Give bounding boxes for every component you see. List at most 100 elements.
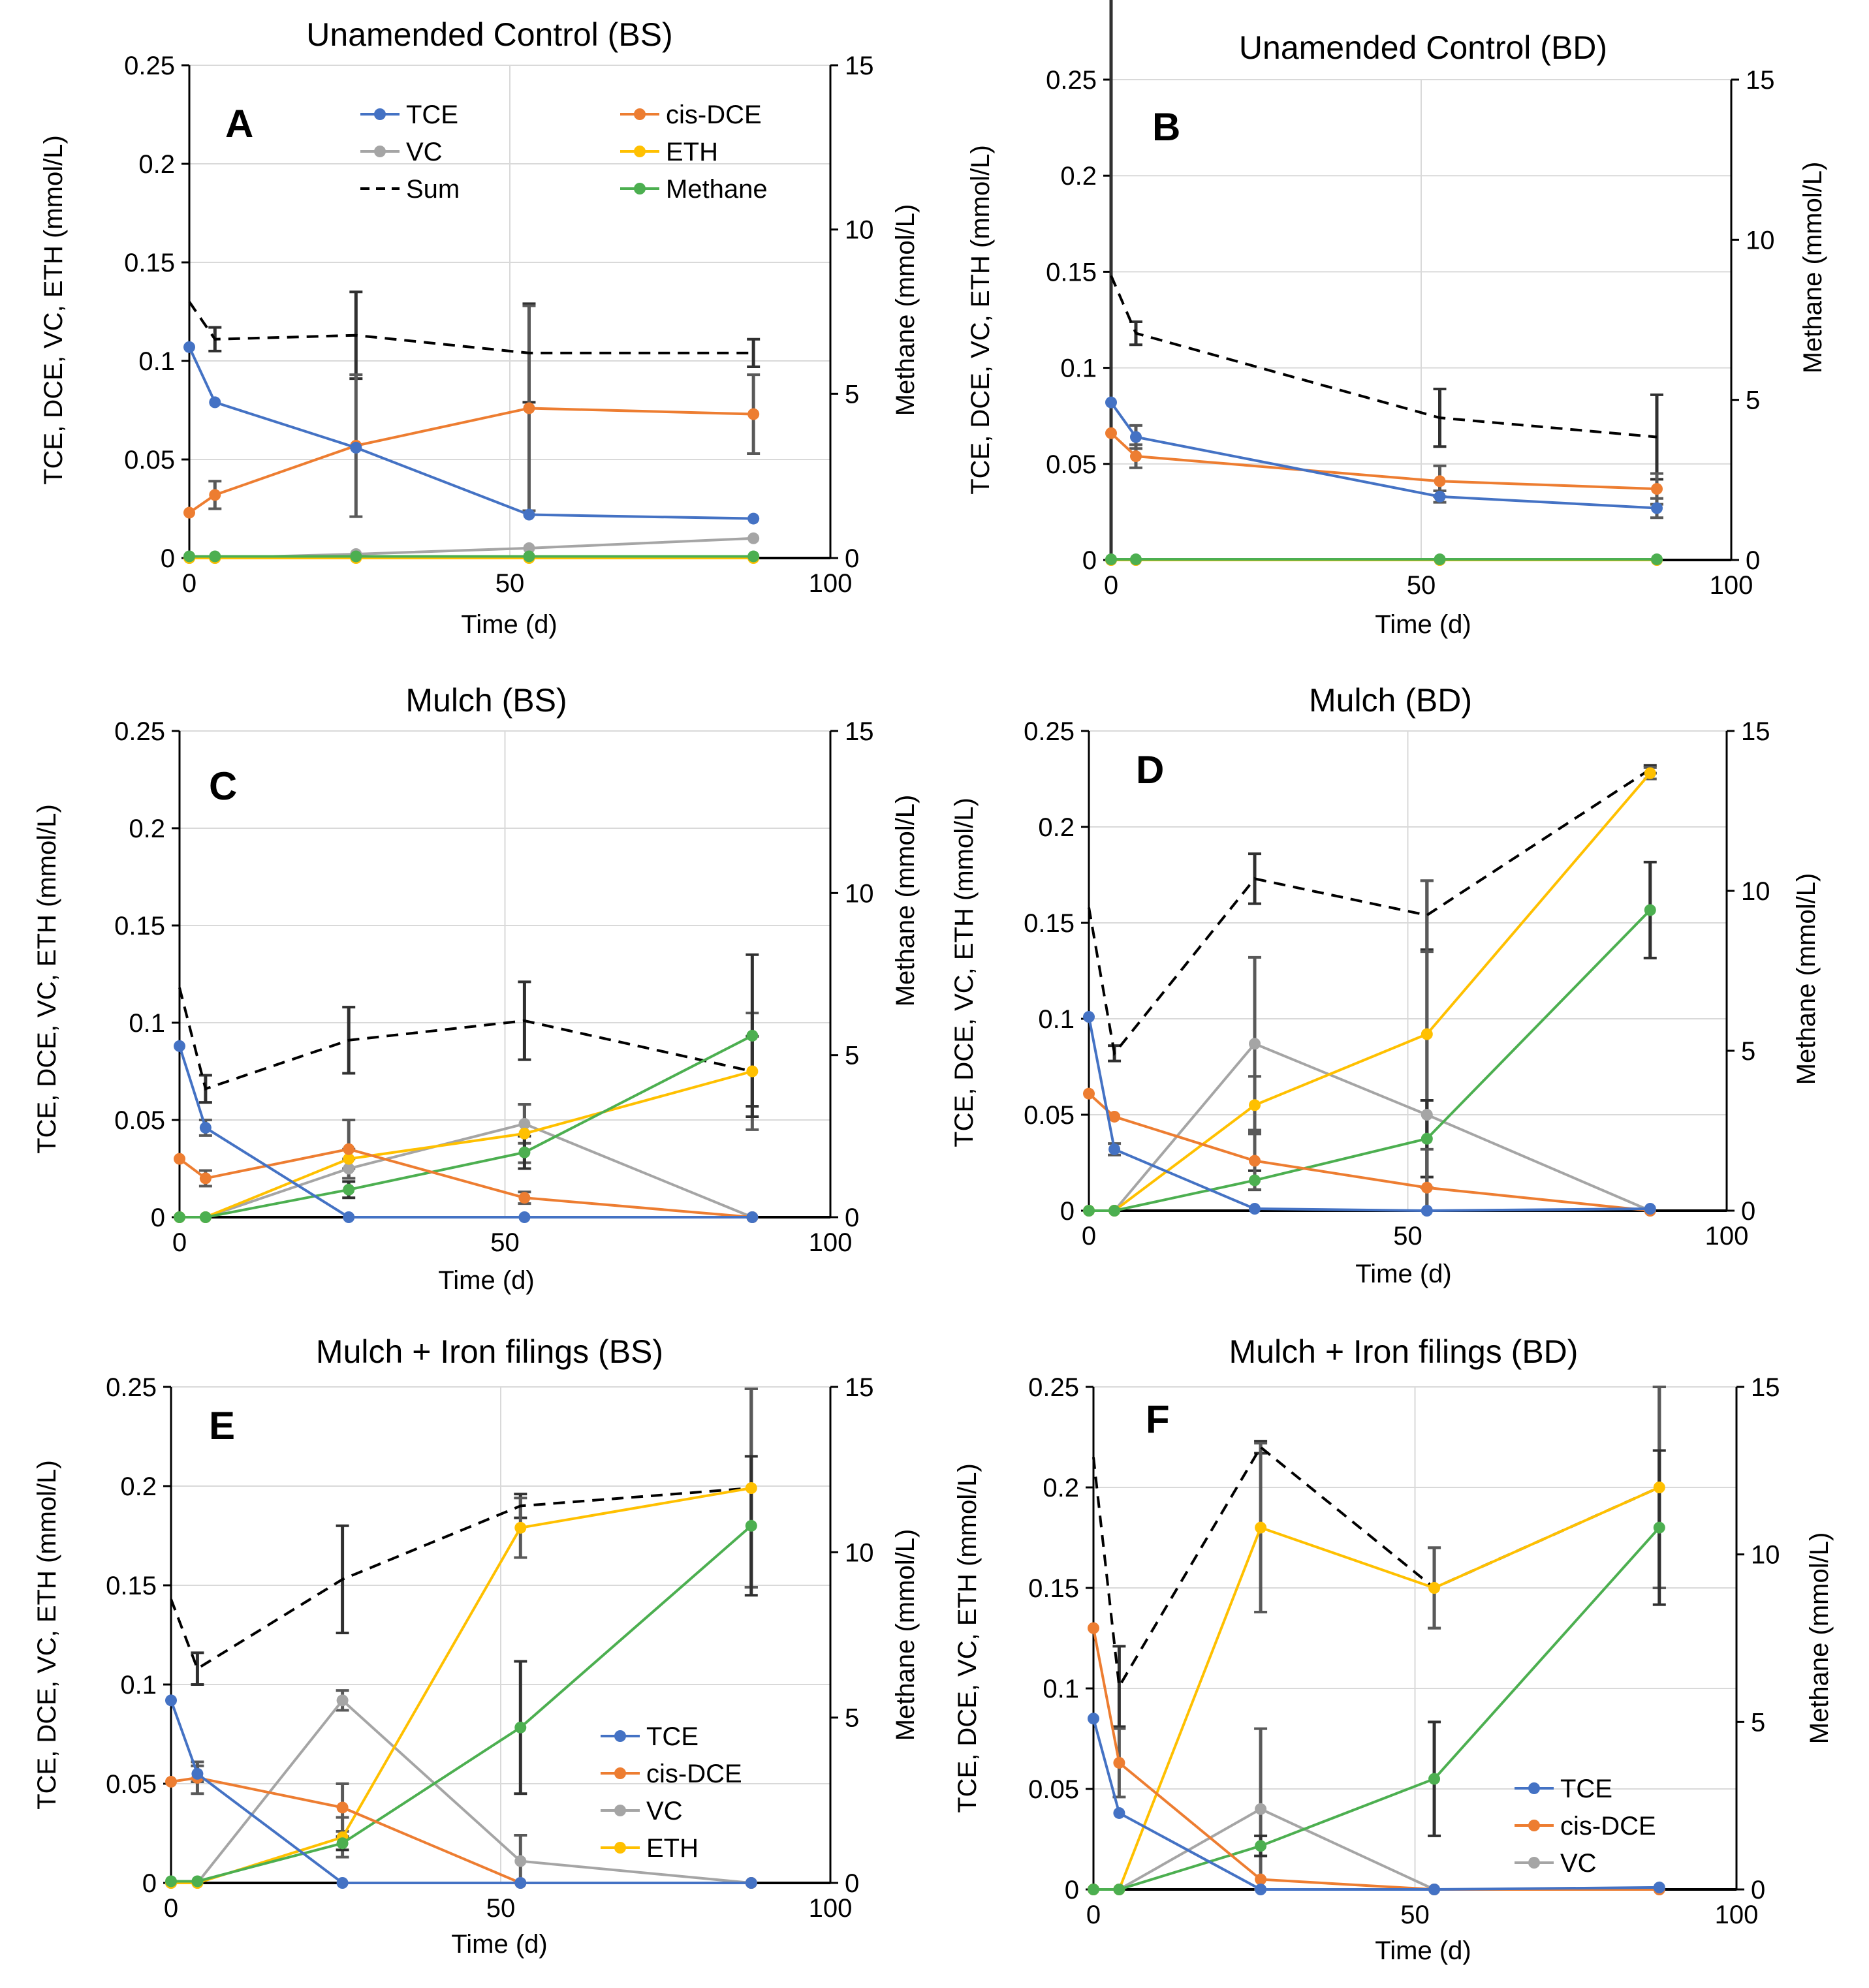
y-axis-title: TCE, DCE, VC, ETH (mmol/L)	[950, 798, 979, 1147]
y2-axis-title: Methane (mmol/L)	[1805, 1532, 1834, 1745]
series-line-cis-dce	[1110, 432, 1657, 491]
y2-tick-label: 5	[845, 1042, 859, 1070]
data-point-cis-dce	[174, 1153, 185, 1165]
y2-tick-label: 0	[845, 544, 859, 573]
legend-marker	[374, 108, 386, 120]
series-line-tce	[1110, 401, 1657, 510]
legend-label: VC	[646, 1797, 683, 1825]
data-point-vc	[523, 542, 535, 554]
data-point-cis-dce	[1130, 450, 1142, 463]
y-tick-label: 0	[151, 1204, 165, 1232]
y-tick-label: 0.2	[120, 1472, 157, 1501]
data-point-tce	[1105, 396, 1117, 409]
y-tick-label: 0.05	[1046, 450, 1097, 479]
data-point-cis-dce	[1088, 1622, 1099, 1634]
data-point-tce	[165, 1694, 177, 1707]
data-point-methane	[1653, 1521, 1665, 1534]
data-point-tce	[746, 1211, 759, 1223]
y-tick-label: 0.05	[1028, 1775, 1079, 1804]
panel-letter: C	[209, 764, 237, 808]
data-point-cis-dce	[1108, 1110, 1121, 1123]
panel-title: Mulch (BD)	[1309, 682, 1472, 719]
x-tick-label: 0	[172, 1228, 187, 1257]
y-tick-label: 0.25	[114, 717, 165, 746]
data-point-cis-dce	[1421, 1181, 1433, 1194]
data-point-methane	[1428, 1773, 1441, 1785]
y-axis-title: TCE, DCE, VC, ETH (mmol/L)	[953, 1463, 982, 1813]
legend-label: cis-DCE	[1560, 1812, 1656, 1840]
y2-axis-title: Methane (mmol/L)	[891, 795, 920, 1007]
data-point-tce	[523, 508, 535, 521]
series-line-tce	[1088, 1016, 1650, 1213]
data-point-methane	[336, 1837, 349, 1850]
x-tick-label: 100	[1710, 571, 1753, 600]
data-point-cis-dce	[209, 489, 221, 501]
series-line-sum	[1110, 275, 1657, 439]
y2-tick-label: 15	[845, 1373, 874, 1402]
data-point-vc	[514, 1855, 527, 1867]
panel-A: 0 0.05 0.1 0.15 0.2 0.25 0 5 10 15 0 50 100 Unamended…	[39, 16, 920, 639]
legend-marker	[1528, 1820, 1540, 1831]
panel-C: 0 0.05 0.1 0.15 0.2 0.25 0 5 10 15 0 50 100 Mulch (BS…	[33, 682, 920, 1295]
data-point-cis-dce	[183, 506, 195, 519]
x-tick-label: 100	[1705, 1222, 1749, 1250]
legend-label: TCE	[1560, 1775, 1612, 1803]
y2-tick-label: 10	[1741, 877, 1770, 906]
legend-marker	[1528, 1782, 1540, 1794]
data-point-vc	[1255, 1803, 1267, 1815]
data-point-tce	[1088, 1713, 1099, 1725]
data-point-methane	[1130, 553, 1142, 566]
series-line-sum	[178, 987, 753, 1091]
x-tick-label: 50	[1393, 1222, 1422, 1250]
x-tick-label: 50	[495, 569, 525, 598]
data-point-cis-dce	[1083, 1087, 1095, 1100]
data-point-methane	[199, 1211, 212, 1223]
y2-tick-label: 10	[1746, 226, 1775, 255]
x-axis-title: Time (d)	[451, 1930, 547, 1959]
legend-marker	[614, 1805, 626, 1816]
y-tick-label: 0	[1065, 1876, 1079, 1904]
data-point-tce	[174, 1040, 185, 1052]
data-point-methane	[183, 550, 195, 563]
legend-label: ETH	[666, 138, 718, 166]
y2-tick-label: 15	[845, 717, 874, 746]
y-tick-label: 0.1	[129, 1009, 165, 1038]
y-tick-label: 0.25	[124, 52, 175, 80]
data-point-eth	[343, 1153, 355, 1165]
panel-letter: A	[225, 102, 253, 146]
y2-tick-label: 5	[845, 380, 859, 409]
y2-axis-title: Methane (mmol/L)	[891, 204, 920, 416]
data-point-tce	[350, 441, 362, 454]
x-tick-label: 0	[182, 569, 196, 598]
y2-tick-label: 5	[1751, 1708, 1765, 1737]
y-tick-label: 0.1	[120, 1671, 157, 1700]
data-point-cis-dce	[1249, 1155, 1261, 1167]
series-line-sum	[1088, 768, 1651, 1057]
y-tick-label: 0.2	[1060, 162, 1097, 191]
y2-axis-title: Methane (mmol/L)	[1792, 873, 1821, 1085]
data-point-methane	[1083, 1205, 1095, 1217]
data-point-tce	[1130, 431, 1142, 443]
data-point-vc	[1421, 1109, 1433, 1121]
legend-label: VC	[1560, 1849, 1597, 1878]
x-tick-label: 100	[809, 1228, 853, 1257]
y-axis-title: TCE, DCE, VC, ETH (mmol/L)	[33, 1460, 61, 1810]
y-tick-label: 0	[161, 544, 175, 573]
y-axis-title: TCE, DCE, VC, ETH (mmol/L)	[33, 804, 61, 1154]
data-point-tce	[1421, 1205, 1433, 1217]
data-point-methane	[747, 550, 760, 563]
panel-title: Unamended Control (BS)	[306, 16, 672, 53]
series-line-methane	[180, 1034, 753, 1219]
data-point-methane	[1108, 1205, 1121, 1217]
series-line-vc	[189, 536, 754, 559]
series-line-vc	[1089, 1042, 1651, 1212]
panel-letter: E	[209, 1404, 235, 1448]
legend-marker	[634, 146, 646, 157]
data-point-tce	[1113, 1807, 1125, 1819]
data-point-tce	[747, 512, 760, 525]
legend-marker	[374, 146, 386, 157]
legend-label: cis-DCE	[666, 101, 762, 129]
y-tick-label: 0.2	[129, 815, 165, 843]
y-tick-label: 0.15	[1028, 1574, 1079, 1603]
series-line-vc	[180, 1122, 753, 1219]
